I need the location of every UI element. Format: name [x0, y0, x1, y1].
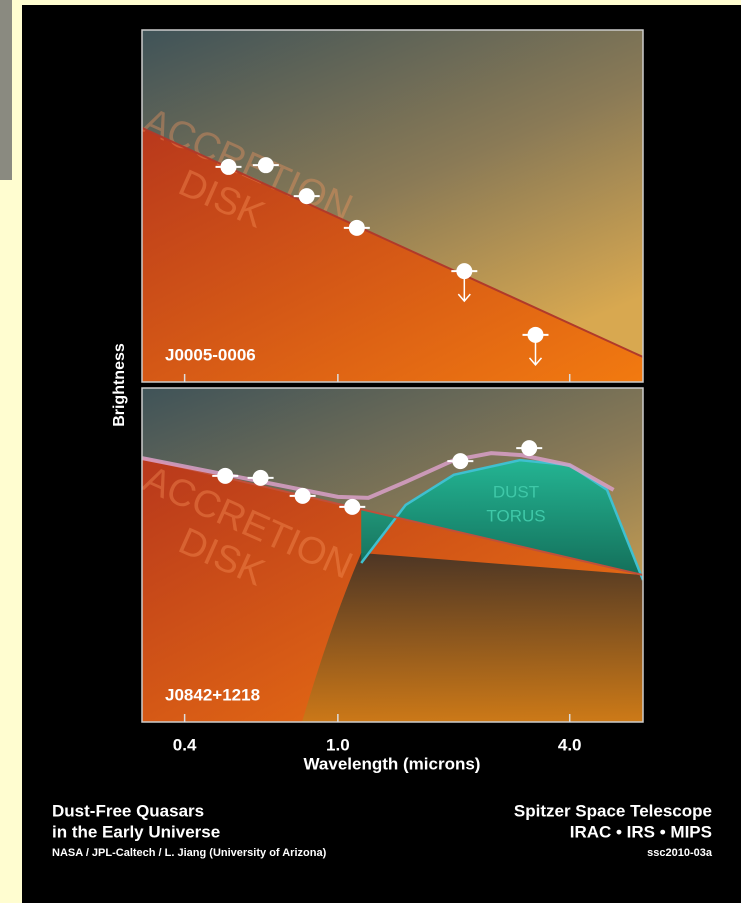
- data-point: [221, 159, 237, 175]
- data-point: [344, 499, 360, 515]
- data-point: [295, 488, 311, 504]
- x-tick-label: 4.0: [558, 735, 582, 754]
- y-axis-label: Brightness: [111, 343, 128, 427]
- panel-label: J0842+1218: [165, 685, 260, 704]
- data-point: [299, 188, 315, 204]
- x-tick-label: 1.0: [326, 735, 350, 754]
- dust-shadow: [302, 553, 643, 722]
- x-axis-label: Wavelength (microns): [304, 754, 481, 773]
- data-point: [452, 453, 468, 469]
- data-point: [258, 157, 274, 173]
- footer-mission: Spitzer Space Telescope: [514, 801, 712, 820]
- data-point: [527, 327, 543, 343]
- panel-label: J0005-0006: [165, 345, 256, 364]
- data-point: [349, 220, 365, 236]
- side-image: [0, 0, 12, 180]
- footer-title: in the Early Universe: [52, 822, 220, 841]
- footer-credit: NASA / JPL-Caltech / L. Jiang (Universit…: [52, 847, 327, 859]
- data-point: [217, 468, 233, 484]
- data-point: [456, 263, 472, 279]
- data-point: [253, 470, 269, 486]
- chart: ACCRETIONDISKJ0005-0006ACCRETIONDISKDUST…: [0, 0, 741, 903]
- footer-id: ssc2010-03a: [647, 847, 713, 859]
- footer-title: Dust-Free Quasars: [52, 801, 204, 820]
- data-point: [521, 440, 537, 456]
- footer-mission: IRAC • IRS • MIPS: [570, 822, 712, 841]
- page: {"chart_data": [ {"type": "scatter", "la…: [0, 0, 741, 903]
- torus-label: DUST: [493, 482, 539, 501]
- torus-label: TORUS: [486, 506, 545, 525]
- x-tick-label: 0.4: [173, 735, 197, 754]
